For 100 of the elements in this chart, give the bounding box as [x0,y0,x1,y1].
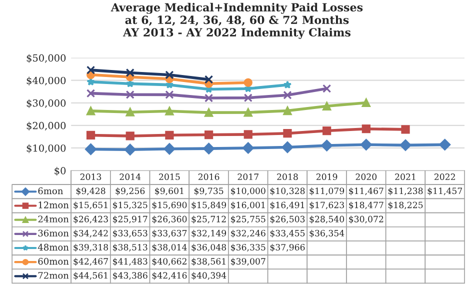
data-label: $17,623 [310,202,344,210]
data-label: $33,653 [113,230,148,238]
point [283,106,292,116]
point [283,129,292,138]
point [362,124,370,134]
y-tick-label: $10,000 [26,144,66,154]
point [85,144,97,155]
data-label: $26,503 [270,216,305,224]
point [203,142,215,154]
point [244,108,252,117]
point [165,70,174,80]
point [86,66,96,74]
point [204,75,214,84]
y-tick-label: $50,000 [26,54,66,63]
point [322,126,332,136]
data-label: $16,001 [231,202,265,210]
data-label: $38,513 [113,244,148,252]
data-label: $38,561 [192,258,226,266]
data-label: $30,072 [349,216,384,224]
point [401,125,410,134]
data-label: $18,225 [388,202,423,210]
point [165,130,174,140]
point [126,132,134,140]
data-label: $16,491 [270,202,304,210]
point [242,142,254,154]
legend-label: 24mon [38,216,69,222]
data-label: $36,048 [192,244,226,252]
point [321,140,333,152]
data-label: $9,601 [155,187,184,196]
data-label: $42,416 [152,272,187,280]
point [283,90,292,100]
data-label: $9,428 [76,187,106,196]
point [360,138,372,150]
data-label: $40,394 [192,272,226,280]
data-label: $34,242 [74,230,108,238]
point [204,94,214,102]
data-label: $32,149 [192,230,226,238]
y-tick-label: $40,000 [26,76,66,86]
data-label: $25,917 [113,216,148,224]
data-label: $39,318 [74,244,108,252]
data-label: $15,690 [152,202,187,210]
x-tick-label: 2015 [159,174,180,180]
point [126,108,134,116]
legend-label: 36mon [38,230,69,237]
data-label: $11,238 [388,187,423,196]
point [439,138,451,150]
data-label: $32,246 [231,230,266,238]
data-label: $44,561 [74,272,108,280]
point [126,90,134,99]
point [86,89,96,98]
point [164,143,176,155]
data-label: $40,662 [152,258,186,266]
data-label: $25,755 [231,216,266,224]
point [165,106,174,116]
data-label: $36,354 [310,230,344,238]
data-label: $15,651 [74,202,108,210]
point [204,108,214,117]
point [244,130,252,139]
data-label: $11,457 [428,187,462,196]
x-tick-label: 2014 [120,174,141,180]
point [204,130,214,140]
data-label: $10,000 [231,187,266,196]
data-label: $42,467 [74,258,108,266]
point [322,84,332,93]
point [400,139,412,151]
data-label: $43,386 [113,272,148,280]
data-label: $15,325 [113,202,148,210]
x-tick-label: 2016 [198,174,220,180]
data-label: $11,079 [310,187,344,196]
data-label: $28,540 [310,216,344,224]
x-tick-label: 2018 [277,174,298,180]
point [86,130,96,140]
data-label: $15,849 [192,202,226,210]
x-tick-label: 2021 [395,174,416,180]
point [283,80,292,89]
legend-label: 60mon [38,258,69,265]
data-label: $38,014 [152,244,187,252]
point [165,90,174,99]
x-tick-label: 2019 [316,174,338,180]
point [126,68,134,78]
data-label: $18,477 [349,202,384,210]
chart-title: Average Medical+Indemnity Paid Losses at 6, 12, 24, 36, 48, 60 & 72 Months AY 2013 - AY 2022 Indemnity Claims [110,2,363,39]
point [124,144,136,156]
y-tick-label: $30,000 [26,99,66,108]
point [282,141,294,153]
x-tick-label: 2013 [80,174,102,180]
legend-label: 12mon [38,202,69,208]
data-label: $26,423 [74,216,108,224]
legend-label: 48mon [38,244,69,251]
data-label: $33,637 [152,230,187,238]
data-label: $10,328 [270,187,305,196]
point [362,98,370,108]
x-tick-label: 2017 [238,174,258,180]
data-label: $9,735 [194,187,224,196]
data-label: $25,712 [192,216,226,224]
point [244,78,252,87]
legend-label: 6mon [38,187,63,194]
y-tick-label: $20,000 [26,122,66,131]
data-label: $9,256 [116,187,145,196]
data-label: $26,360 [152,216,187,224]
